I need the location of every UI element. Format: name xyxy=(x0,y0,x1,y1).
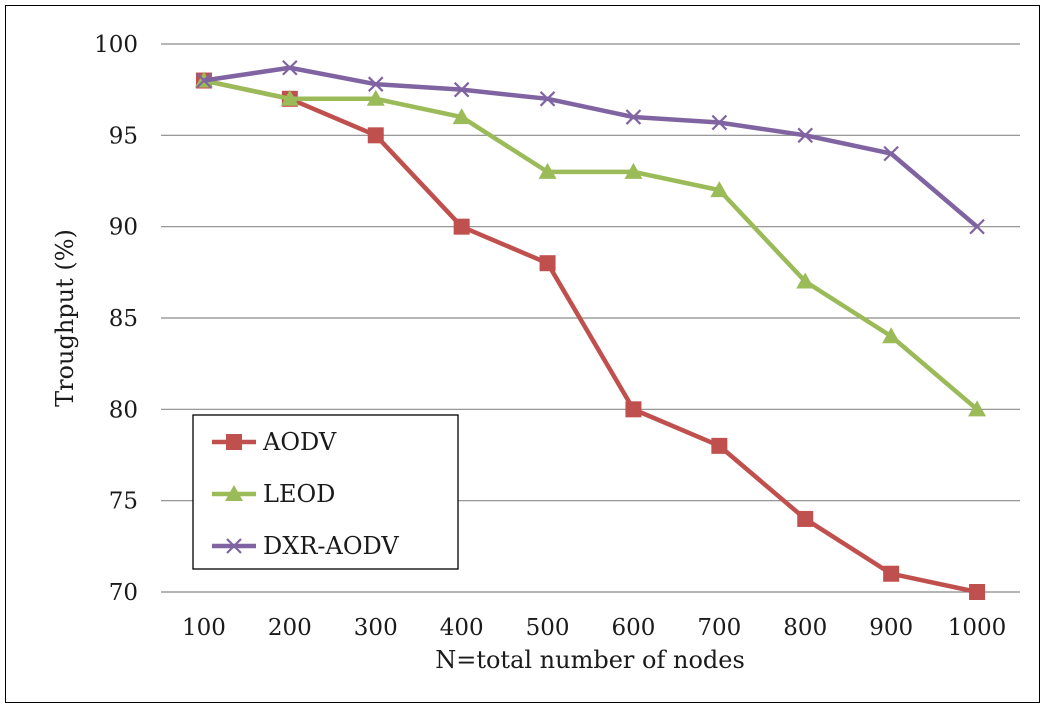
series-lines xyxy=(194,59,987,600)
x-axis-title: N=total number of nodes xyxy=(435,646,745,674)
dxr-aodv-point xyxy=(453,81,470,98)
leod-point xyxy=(280,89,299,106)
y-tick-label: 90 xyxy=(109,215,138,241)
y-tick-label: 75 xyxy=(109,489,138,515)
x-tick-labels: 100 200 300 400 500 600 700 800 900 1000 xyxy=(182,615,1006,641)
y-tick-labels: 70 75 80 85 90 95 100 xyxy=(94,32,138,606)
legend-swatch-marker xyxy=(225,485,243,501)
x-tick-label: 700 xyxy=(697,615,741,641)
legend-item-dxr-aodv: DXR-AODV xyxy=(212,532,399,560)
leod-point xyxy=(452,108,471,125)
aodv-point xyxy=(367,127,384,144)
y-axis-title: Troughput (%) xyxy=(51,229,79,407)
leod-line xyxy=(203,78,979,412)
dxr-aodv-line xyxy=(203,65,979,229)
x-tick-label: 300 xyxy=(354,615,398,641)
legend-swatch-marker xyxy=(226,538,242,554)
aodv-point xyxy=(797,510,814,527)
dxr-aodv-point xyxy=(969,218,985,235)
dxr-aodv-point xyxy=(282,59,298,76)
dxr-aodv-point xyxy=(711,114,728,131)
y-tick-label: 80 xyxy=(109,397,138,423)
legend-label: DXR-AODV xyxy=(263,532,399,560)
aodv-line xyxy=(203,78,978,595)
legend-label: LEOD xyxy=(263,480,335,508)
leod-point xyxy=(624,162,643,179)
leod-point xyxy=(968,400,987,417)
x-tick-label: 600 xyxy=(611,615,655,641)
legend-swatch-marker xyxy=(226,434,242,450)
x-tick-label: 200 xyxy=(268,615,312,641)
x-tick-label: 400 xyxy=(440,615,484,641)
y-tick-label: 70 xyxy=(109,580,138,606)
leod-point xyxy=(882,327,901,344)
dxr-aodv-point xyxy=(625,109,642,125)
series-leod xyxy=(194,71,987,417)
x-tick-label: 500 xyxy=(526,615,570,641)
leod-point xyxy=(538,162,557,179)
leod-point xyxy=(710,181,729,198)
dxr-aodv-point xyxy=(196,72,212,89)
legend-item-leod: LEOD xyxy=(212,480,335,508)
legend-label: AODV xyxy=(262,428,337,456)
x-tick-label: 800 xyxy=(783,615,827,641)
legend-item-aodv: AODV xyxy=(212,428,337,456)
y-tick-label: 100 xyxy=(94,32,138,58)
aodv-point xyxy=(539,255,556,272)
legend: AODV LEOD DXR-AODV xyxy=(192,414,459,570)
aodv-point xyxy=(453,218,470,235)
x-tick-label: 1000 xyxy=(948,615,1007,641)
dxr-aodv-point xyxy=(539,91,556,107)
y-tick-label: 85 xyxy=(109,306,138,332)
dxr-aodv-point xyxy=(367,76,384,92)
leod-point xyxy=(796,272,815,289)
aodv-point xyxy=(711,437,728,454)
dxr-aodv-point xyxy=(883,145,899,162)
leod-point xyxy=(366,89,385,106)
series-dxr-aodv xyxy=(196,59,985,235)
chart-frame xyxy=(5,5,1040,703)
x-tick-label: 900 xyxy=(869,615,913,641)
aodv-point xyxy=(883,565,900,582)
aodv-point xyxy=(625,401,642,418)
y-tick-label: 95 xyxy=(109,123,138,149)
x-tick-label: 100 xyxy=(182,615,226,641)
dxr-aodv-point xyxy=(797,127,814,144)
aodv-point xyxy=(969,584,986,600)
